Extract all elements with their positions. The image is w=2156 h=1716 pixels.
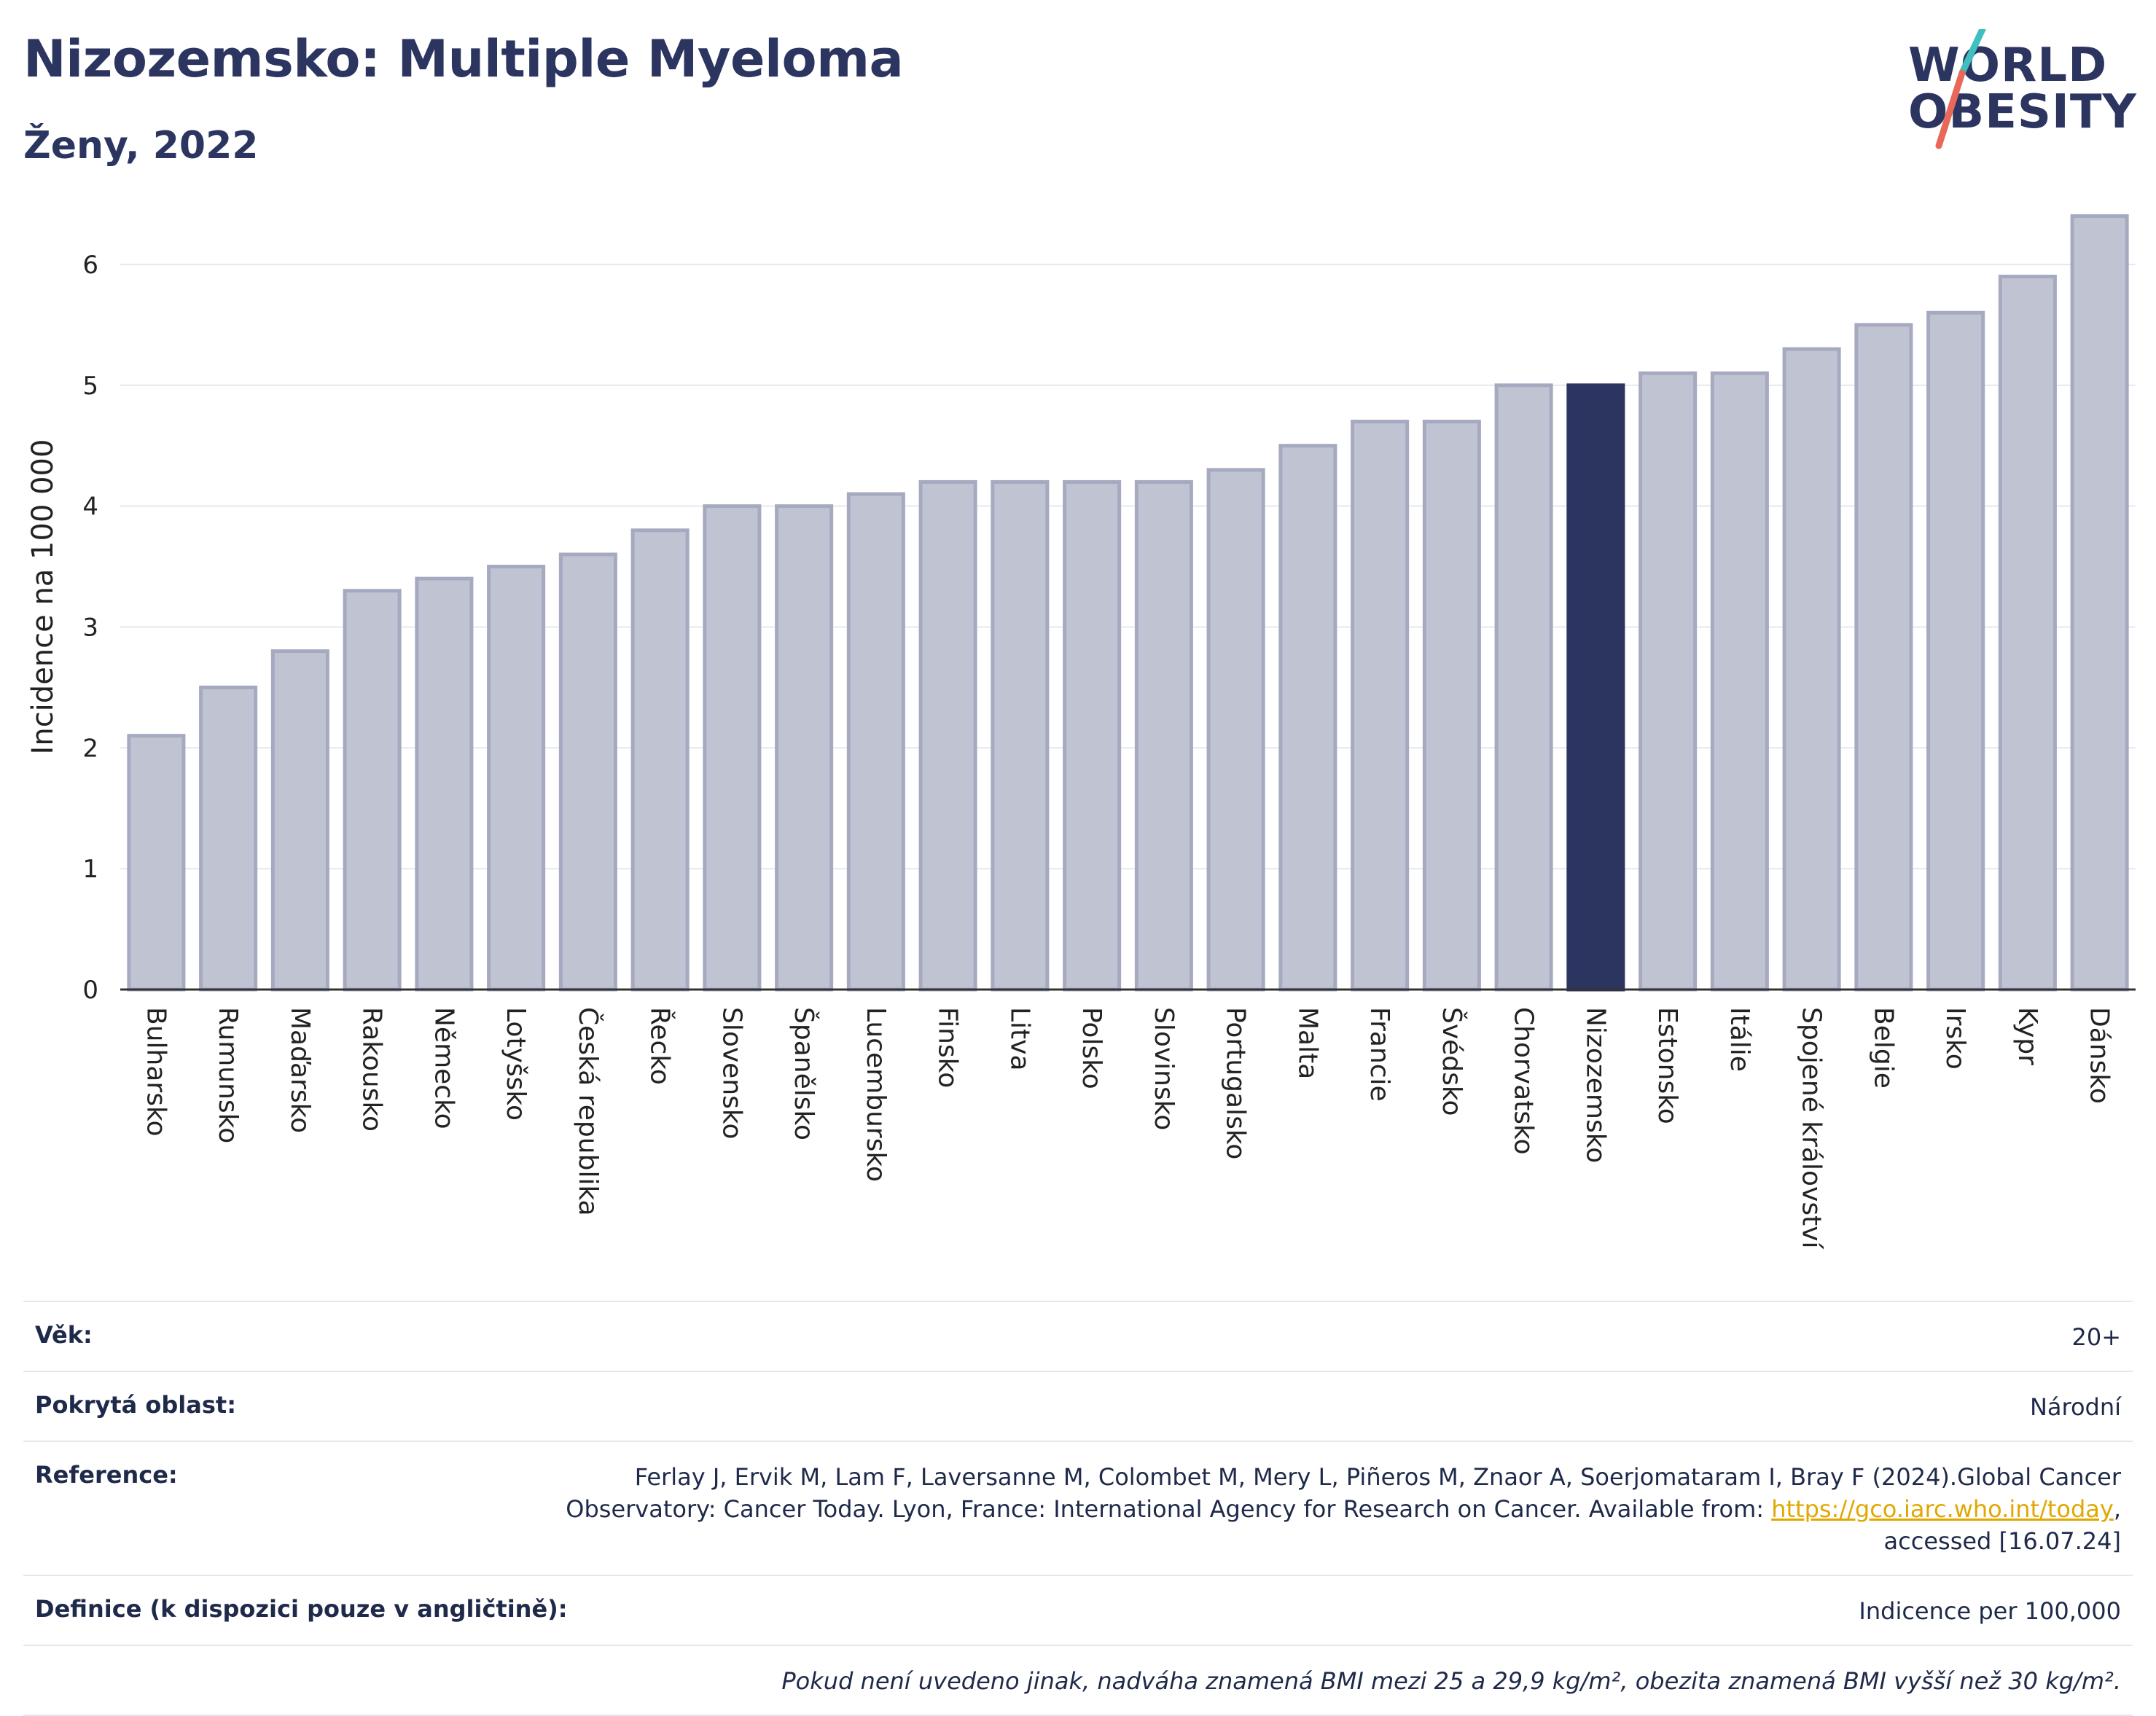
y-tick-label: 3: [82, 613, 98, 642]
x-tick-label: Slovensko: [716, 1007, 746, 1140]
bar: [2070, 214, 2129, 992]
x-tick-label: Řecko: [645, 1007, 676, 1085]
x-tick-label: Rakousko: [357, 1007, 387, 1132]
x-tick-label: Dánsko: [2085, 1007, 2114, 1104]
chart-title: Nizozemsko: Multiple Myeloma: [23, 29, 904, 89]
bar: [1422, 420, 1481, 992]
meta-row-reference: Reference: Ferlay J, Ervik M, Lam F, Lav…: [23, 1441, 2133, 1575]
x-tick-label: Bulharsko: [141, 1007, 171, 1137]
y-tick-label: 0: [82, 976, 98, 1005]
x-tick-label: Litva: [1004, 1007, 1034, 1071]
x-tick-label: Švédsko: [1437, 1007, 1467, 1116]
bar: [1782, 347, 1841, 992]
x-tick-label: Lucembursko: [861, 1007, 891, 1182]
x-tick-label: Kypr: [2012, 1007, 2042, 1065]
age-value: 20+: [2071, 1323, 2121, 1351]
x-tick-label: Itálie: [1725, 1007, 1754, 1072]
bar: [1710, 371, 1769, 992]
age-label: Věk:: [35, 1321, 93, 1349]
x-tick-label: Spojené království: [1797, 1007, 1827, 1250]
bar: [127, 734, 186, 992]
bar: [343, 589, 402, 992]
bar: [1206, 468, 1265, 992]
area-value: Národní: [2029, 1393, 2121, 1421]
bar: [1639, 371, 1698, 992]
bar: [630, 528, 690, 992]
y-tick-label: 5: [82, 372, 98, 401]
bar: [415, 576, 474, 992]
x-tick-label: Estonsko: [1652, 1007, 1682, 1124]
x-tick-label: Belgie: [1868, 1007, 1898, 1089]
bar: [1854, 323, 1913, 992]
definition-value: Indicence per 100,000: [1859, 1597, 2121, 1625]
x-tick-label: Slovinsko: [1149, 1007, 1179, 1130]
meta-row-definition: Definice (k dispozici pouze v angličtině…: [23, 1575, 2133, 1645]
world-obesity-logo: WORLD OBESITY: [1895, 29, 2136, 160]
x-tick-label: Francie: [1364, 1007, 1394, 1102]
bar: [1063, 479, 1122, 992]
bar: [558, 552, 617, 992]
x-tick-label: Irsko: [1940, 1007, 1970, 1070]
bar: [1494, 383, 1553, 992]
x-tick-label: Polsko: [1077, 1007, 1106, 1089]
y-tick-label: 1: [82, 855, 98, 884]
x-tick-label: Česká republika: [573, 1007, 604, 1216]
bar: [1566, 383, 1625, 992]
x-tick-label: Německo: [429, 1007, 458, 1129]
bar: [1278, 444, 1337, 992]
logo-line-1: WORLD: [1908, 39, 2108, 93]
x-tick-label: Malta: [1292, 1007, 1322, 1079]
y-tick-label: 4: [82, 493, 98, 522]
x-tick-label: Lotyšsko: [501, 1007, 531, 1121]
meta-row-area: Pokrytá oblast: Národní: [23, 1371, 2133, 1441]
bar: [1926, 310, 1985, 992]
reference-label: Reference:: [35, 1461, 178, 1489]
x-tick-label: Nizozemsko: [1580, 1007, 1610, 1163]
metadata-table: Věk: 20+ Pokrytá oblast: Národní Referen…: [23, 1301, 2133, 1716]
area-label: Pokrytá oblast:: [35, 1391, 236, 1419]
meta-row-age: Věk: 20+: [23, 1301, 2133, 1371]
bar: [991, 479, 1050, 992]
x-tick-label: Maďarsko: [285, 1007, 315, 1133]
x-tick-label: Španělsko: [789, 1007, 819, 1140]
reference-text: Ferlay J, Ervik M, Lam F, Laversanne M, …: [566, 1463, 2121, 1523]
bar: [703, 504, 762, 992]
bar: [918, 479, 977, 992]
bar: [270, 649, 329, 992]
x-tick-label: Finsko: [933, 1007, 963, 1088]
bmi-note: Pokud není uvedeno jinak, nadváha znamen…: [781, 1667, 2121, 1695]
reference-link[interactable]: https://gco.iarc.who.int/today: [1771, 1495, 2114, 1523]
bar: [1998, 275, 2057, 992]
y-axis-label: Incidence na 100 000: [26, 439, 60, 755]
x-tick-label: Chorvatsko: [1509, 1007, 1539, 1155]
chart-subtitle: Ženy, 2022: [23, 124, 259, 168]
y-tick-label: 6: [82, 251, 98, 280]
y-tick-label: 2: [82, 734, 98, 763]
bar: [487, 565, 546, 992]
meta-row-note: Pokud není uvedeno jinak, nadváha znamen…: [23, 1645, 2133, 1716]
bar: [846, 492, 905, 992]
reference-accessed: , accessed [16.07.24]: [1883, 1495, 2121, 1555]
x-tick-label: Portugalsko: [1221, 1007, 1251, 1159]
reference-value: Ferlay J, Ervik M, Lam F, Laversanne M, …: [517, 1461, 2121, 1557]
bar: [1351, 420, 1410, 992]
x-tick-label: Rumunsko: [213, 1007, 243, 1143]
bar: [775, 504, 834, 992]
bar: [1134, 479, 1193, 992]
bar: [199, 685, 258, 992]
bar-chart: 0 1 2 3 4 5 6 Incidence na 100 000 Bulharsko Rumu…: [26, 214, 2136, 1250]
definition-label: Definice (k dispozici pouze v angličtině…: [35, 1595, 568, 1623]
logo-slash-icon: [1935, 29, 1986, 149]
